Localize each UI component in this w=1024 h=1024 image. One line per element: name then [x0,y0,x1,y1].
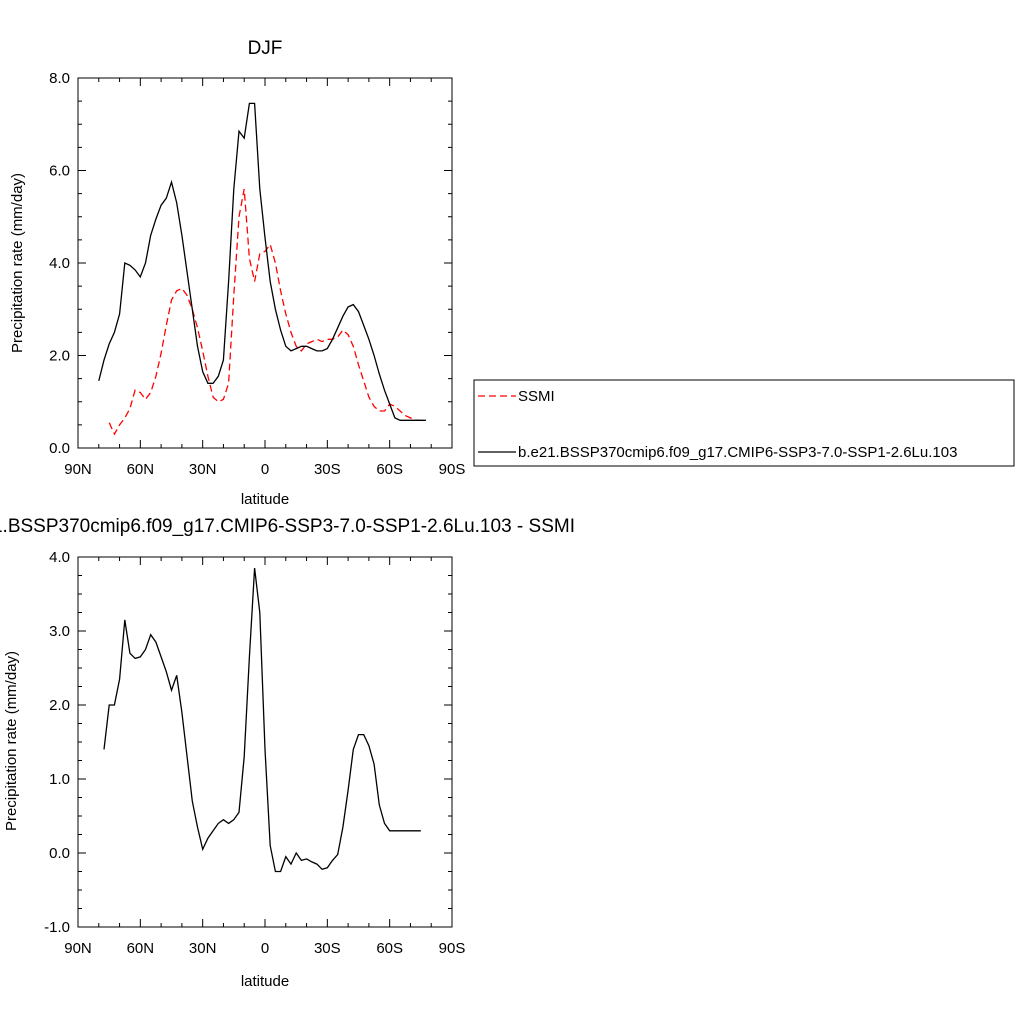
x-tick-label: 60N [127,461,155,478]
y-tick-label: 2.0 [49,348,70,365]
y-tick-label: 4.0 [49,255,70,272]
x-tick-label: 90S [439,940,466,957]
legend-entry-ssmi: SSMI [518,388,555,405]
y-tick-label: 0.0 [49,845,70,862]
x-tick-label: 60N [127,940,155,957]
x-tick-label: 0 [261,940,269,957]
y-tick-label: 1.0 [49,771,70,788]
x-tick-label: 60S [376,940,403,957]
y-axis-label: Precipitation rate (mm/day) [3,651,20,831]
series-line-difference [103,568,421,873]
chart-djf: DJF Precipitation rate (mm/day) latitude… [9,38,465,508]
x-tick-label: 30S [314,940,341,957]
y-axis-label: Precipitation rate (mm/day) [9,173,26,353]
y-tick-label: 4.0 [49,549,70,566]
series-lines [103,568,421,873]
y-tick-label: 3.0 [49,623,70,640]
axis-ticks: 90N 60N 30N 0 30S 60S 90S 0.0 2.0 4.0 6.0 8.0 [49,70,465,478]
y-tick-label: 8.0 [49,70,70,87]
x-tick-label: 90S [439,461,466,478]
x-tick-label: 30S [314,461,341,478]
x-tick-label: 30N [189,461,217,478]
y-tick-label: 2.0 [49,697,70,714]
x-axis-label: latitude [241,973,289,990]
y-tick-label: 6.0 [49,163,70,180]
legend-box [473,379,1015,467]
legend-entry-model: b.e21.BSSP370cmip6.f09_g17.CMIP6-SSP3-7.… [518,444,957,461]
chart-title: b.e21.BSSP370cmip6.f09_g17.CMIP6-SSP3-7.… [0,516,575,537]
axis-ticks: 90N 60N 30N 0 30S 60S 90S -1.0 0.0 1.0 2.0 3.0 4.0 [44,549,465,957]
x-tick-label: 30N [189,940,217,957]
x-tick-label: 90N [64,461,92,478]
x-axis-label: latitude [241,491,289,508]
chart-title: DJF [248,38,283,59]
y-tick-label: 0.0 [49,440,70,457]
series-line-ssmi [108,188,421,436]
chart-difference: b.e21.BSSP370cmip6.f09_g17.CMIP6-SSP3-7.… [0,516,575,990]
x-tick-label: 90N [64,940,92,957]
legend: SSMI b.e21.BSSP370cmip6.f09_g17.CMIP6-SS… [473,379,1015,467]
y-tick-label: -1.0 [44,919,70,936]
x-tick-label: 60S [376,461,403,478]
series-lines [98,102,426,436]
x-tick-label: 0 [261,461,269,478]
series-line-b-e21-bssp370cmip6-f09-g17-cmip6-ssp3-7-0-ssp1-2-6lu-103 [98,102,426,421]
